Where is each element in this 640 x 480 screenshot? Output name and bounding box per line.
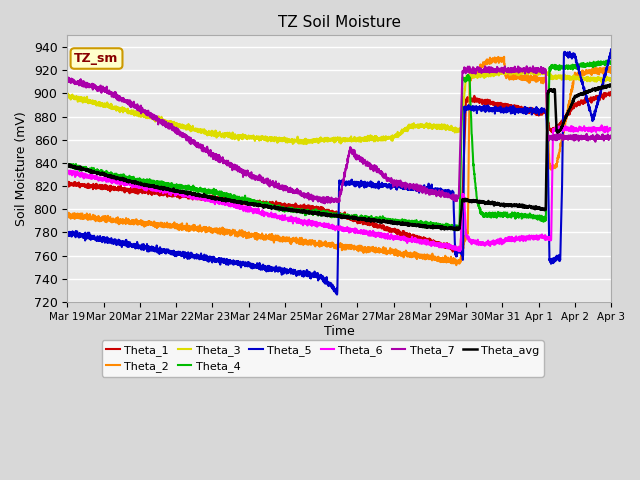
Theta_avg [63,161,71,167]
Theta_6 [598,122,605,128]
Theta_1 [456,250,464,255]
Theta_6 [524,237,532,242]
Theta_3 [303,141,310,147]
Theta_avg [524,204,532,210]
Legend: Theta_1, Theta_2, Theta_3, Theta_4, Theta_5, Theta_6, Theta_7, Theta_avg: Theta_1, Theta_2, Theta_3, Theta_4, Thet… [102,340,544,376]
Theta_2 [500,54,508,60]
Line: Theta_1: Theta_1 [67,92,611,252]
Theta_1 [601,92,609,97]
Theta_1 [607,89,615,95]
Theta_6 [607,125,615,131]
Theta_4 [607,60,615,66]
Theta_5 [607,47,615,52]
Theta_7 [602,133,609,139]
Theta_5 [524,109,532,115]
Theta_4 [524,213,532,219]
Theta_7 [607,133,615,139]
Line: Theta_5: Theta_5 [67,49,611,295]
Theta_6 [175,191,182,196]
Theta_6 [492,240,499,245]
Theta_3 [457,127,465,133]
Theta_1 [457,241,465,247]
Theta_3 [175,124,182,130]
Theta_6 [409,239,417,244]
Theta_3 [492,70,499,76]
Theta_7 [524,69,532,74]
Theta_7 [321,201,328,206]
Theta_avg [607,82,615,88]
Theta_avg [606,82,614,87]
Theta_1 [524,107,532,113]
Theta_avg [175,189,182,195]
Theta_3 [498,66,506,72]
Theta_avg [601,84,609,90]
Line: Theta_2: Theta_2 [67,57,611,265]
Theta_7 [492,69,499,75]
Theta_7 [457,126,465,132]
Theta_7 [409,186,417,192]
Line: Theta_avg: Theta_avg [67,84,611,230]
Theta_2 [63,213,71,219]
Theta_2 [175,225,182,230]
Theta_6 [602,129,609,135]
Line: Theta_4: Theta_4 [67,60,611,230]
Theta_2 [452,262,460,268]
Theta_5 [601,73,609,79]
Theta_4 [452,228,460,233]
Title: TZ Soil Moisture: TZ Soil Moisture [278,15,401,30]
Theta_1 [63,179,71,185]
Theta_5 [175,249,182,255]
Theta_4 [175,186,182,192]
Theta_avg [454,227,461,233]
Theta_2 [607,70,615,76]
Theta_3 [524,69,532,74]
Theta_avg [409,222,417,228]
Theta_4 [605,58,612,63]
Theta_3 [63,90,71,96]
Theta_2 [492,55,499,61]
Theta_1 [175,192,182,198]
Theta_5 [457,251,465,256]
Y-axis label: Soil Moisture (mV): Soil Moisture (mV) [15,111,28,226]
Theta_6 [457,242,465,248]
Theta_5 [409,186,417,192]
Theta_2 [602,69,609,74]
Theta_7 [63,75,71,81]
Text: TZ_sm: TZ_sm [74,52,119,65]
Line: Theta_7: Theta_7 [67,66,611,204]
Theta_2 [409,253,417,259]
Theta_avg [492,202,499,207]
X-axis label: Time: Time [324,324,355,337]
Theta_3 [607,77,615,83]
Theta_4 [601,60,609,65]
Theta_1 [492,101,499,107]
Line: Theta_6: Theta_6 [67,125,611,251]
Theta_6 [455,248,463,254]
Theta_avg [457,214,465,219]
Theta_7 [523,63,531,69]
Theta_5 [333,292,341,298]
Theta_5 [63,231,71,237]
Line: Theta_3: Theta_3 [67,69,611,144]
Theta_4 [492,213,499,218]
Theta_4 [457,158,465,164]
Theta_5 [492,106,499,112]
Theta_2 [457,254,465,260]
Theta_2 [524,75,532,81]
Theta_3 [409,121,417,127]
Theta_1 [409,233,417,239]
Theta_7 [175,130,182,136]
Theta_3 [602,75,609,81]
Theta_6 [63,169,71,175]
Theta_4 [63,163,71,169]
Theta_4 [409,219,417,225]
